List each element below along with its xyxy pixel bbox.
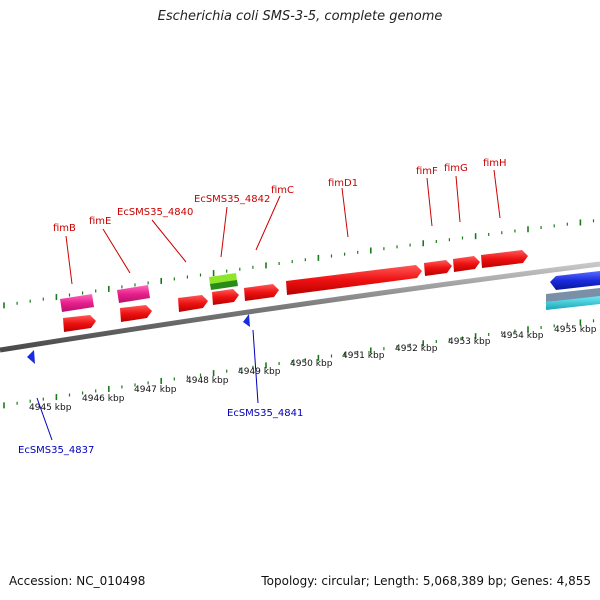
genome-backbone [0, 261, 600, 353]
forward-genes [63, 250, 528, 332]
leader-fimC [255, 195, 281, 251]
reverse-genes [27, 271, 600, 364]
label-EcSMS35_4841[interactable]: EcSMS35_4841 [227, 408, 303, 419]
genome-summary-text: Topology: circular; Length: 5,068,389 bp… [261, 574, 591, 588]
gene-fimB[interactable] [63, 315, 96, 332]
label-fimC[interactable]: fimC [271, 185, 294, 196]
genome-title: Escherichia coli SMS-3-5, complete genom… [157, 9, 443, 24]
gene-labels-bottom: EcSMS35_4841 EcSMS35_4837 [18, 408, 303, 456]
accession-text: Accession: NC_010498 [9, 574, 146, 588]
leader-EcSMS35_4837 [36, 397, 53, 441]
tick-label: 4949 kbp [238, 367, 281, 377]
label-fimD1[interactable]: fimD1 [328, 178, 358, 189]
tick-label: 4954 kbp [501, 331, 544, 341]
gene-EcSMS35_4842[interactable] [212, 289, 239, 305]
gene-EcSMS35_4841-arrow[interactable] [243, 314, 250, 327]
gene-fimE[interactable] [120, 305, 152, 322]
label-EcSMS35_4837[interactable]: EcSMS35_4837 [18, 445, 94, 456]
leader-fimD1 [341, 187, 349, 238]
gene-EcSMS35_4840[interactable] [178, 295, 208, 312]
label-EcSMS35_4842[interactable]: EcSMS35_4842 [194, 194, 270, 205]
tick-label: 4946 kbp [82, 394, 125, 404]
label-fimF[interactable]: fimF [416, 166, 438, 177]
feature-row-upper [60, 273, 238, 312]
feature-pink-1[interactable] [60, 294, 94, 312]
gene-EcSMS35_4837-arrow[interactable] [27, 350, 35, 364]
tick-label: 4955 kbp [554, 325, 597, 335]
axis-tick-labels: 4945 kbp 4946 kbp 4947 kbp 4948 kbp 4949… [29, 325, 597, 413]
feature-cyan-right[interactable] [546, 296, 600, 310]
feature-green-dark[interactable] [210, 280, 238, 290]
gene-fimF[interactable] [424, 260, 452, 276]
leader-fimB [65, 235, 73, 285]
tick-label: 4947 kbp [134, 385, 177, 395]
label-fimE[interactable]: fimE [89, 216, 111, 227]
leader-EcSMS35_4841 [252, 329, 259, 404]
leader-fimH [493, 169, 501, 219]
tick-label: 4945 kbp [29, 403, 72, 413]
gene-fimD1[interactable] [286, 265, 422, 295]
gene-blue-right[interactable] [550, 271, 600, 290]
leader-EcSMS35_4842 [220, 206, 228, 258]
leader-fimG [455, 175, 461, 223]
gene-fimG[interactable] [453, 256, 480, 272]
tick-label: 4950 kbp [290, 359, 333, 369]
leader-EcSMS35_4840 [151, 219, 187, 263]
upper-tick-track [3, 219, 595, 309]
label-leaders-bottom [36, 329, 259, 441]
label-fimB[interactable]: fimB [53, 223, 76, 234]
lower-tick-track [3, 319, 595, 409]
tick-label: 4952 kbp [395, 344, 438, 354]
tick-label: 4948 kbp [186, 376, 229, 386]
feature-slate-right[interactable] [546, 288, 600, 302]
label-EcSMS35_4840[interactable]: EcSMS35_4840 [117, 207, 193, 218]
gene-fimH[interactable] [481, 250, 528, 268]
gene-labels-top: fimB fimE EcSMS35_4840 EcSMS35_4842 fimC… [53, 158, 507, 234]
leader-fimF [426, 177, 433, 227]
feature-pink-2[interactable] [117, 285, 150, 303]
leader-fimE [102, 228, 131, 274]
tick-label: 4951 kbp [342, 351, 385, 361]
gene-fimC[interactable] [244, 284, 279, 301]
tick-label: 4953 kbp [448, 337, 491, 347]
label-fimH[interactable]: fimH [483, 158, 507, 169]
label-leaders [65, 169, 501, 285]
label-fimG[interactable]: fimG [444, 163, 468, 174]
